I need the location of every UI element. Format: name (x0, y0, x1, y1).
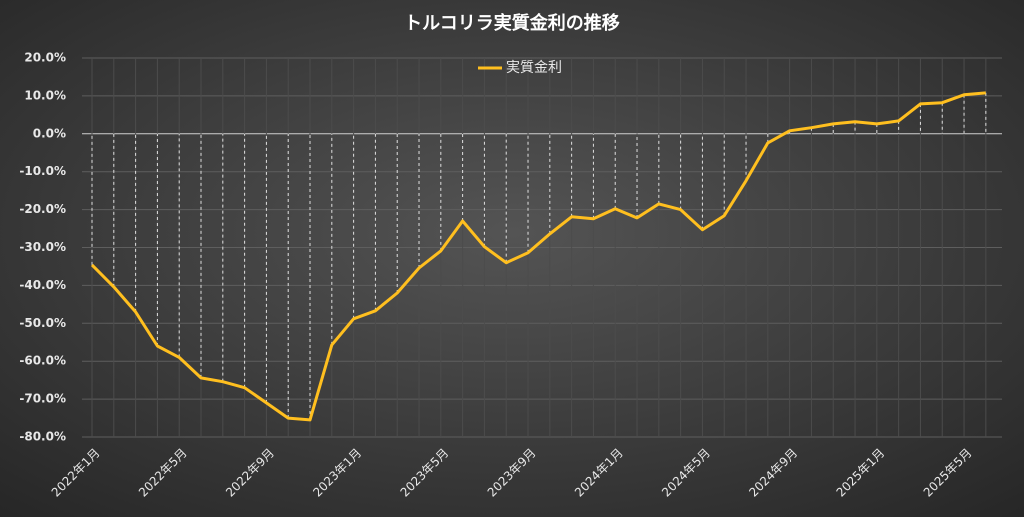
y-tick-label: 10.0% (24, 88, 66, 102)
chart-title: トルコリラ実質金利の推移 (404, 12, 620, 34)
y-tick-label: -80.0% (19, 430, 66, 444)
y-tick-label: -70.0% (19, 392, 66, 406)
y-tick-label: -20.0% (19, 202, 66, 216)
legend-label: 実質金利 (506, 60, 562, 76)
y-tick-label: 0.0% (33, 126, 66, 140)
y-tick-label: -50.0% (19, 316, 66, 330)
y-tick-label: -60.0% (19, 354, 66, 368)
series-line (90, 91, 986, 422)
y-tick-label: -10.0% (19, 164, 66, 178)
y-tick-label: 20.0% (24, 51, 66, 65)
y-tick-label: -40.0% (19, 278, 66, 292)
y-tick-label: -30.0% (19, 240, 66, 254)
